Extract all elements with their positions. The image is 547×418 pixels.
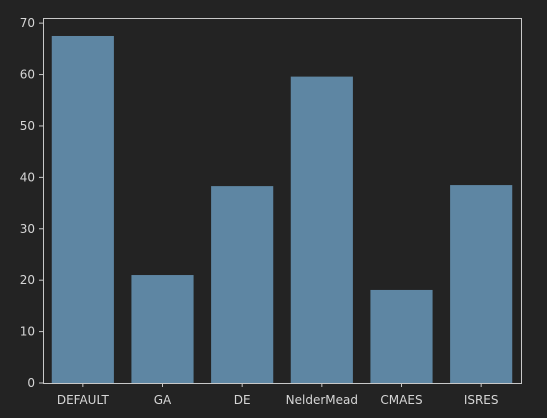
- x-tick-label: CMAES: [380, 393, 422, 407]
- bar-neldermead: [290, 76, 353, 384]
- bar-isres: [450, 185, 513, 383]
- x-tick-label: NelderMead: [286, 393, 358, 407]
- y-tick-label: 50: [20, 119, 35, 133]
- bar-cmaes: [370, 289, 433, 383]
- bar-de: [211, 186, 274, 383]
- plot-frame: [43, 18, 522, 384]
- y-tick-label: 70: [20, 16, 35, 30]
- bar-default: [51, 35, 114, 384]
- x-tick-label: GA: [154, 393, 172, 407]
- x-tick-label: ISRES: [464, 393, 499, 407]
- y-tick-label: 30: [20, 222, 35, 236]
- y-tick-label: 60: [20, 68, 35, 82]
- y-tick-label: 10: [20, 325, 35, 339]
- y-tick-label: 20: [20, 273, 35, 287]
- bars-layer: [51, 35, 513, 384]
- y-ticks-layer: 0 10 20 30 40 50 60 70: [20, 16, 43, 390]
- x-tick-label: DE: [234, 393, 251, 407]
- axes-layer: [43, 18, 522, 384]
- bar-ga: [131, 275, 194, 383]
- y-tick-label: 40: [20, 170, 35, 184]
- x-tick-label: DEFAULT: [57, 393, 110, 407]
- x-ticks-layer: DEFAULT GA DE NelderMead CMAES ISRES: [57, 383, 499, 407]
- y-tick-label: 0: [27, 376, 35, 390]
